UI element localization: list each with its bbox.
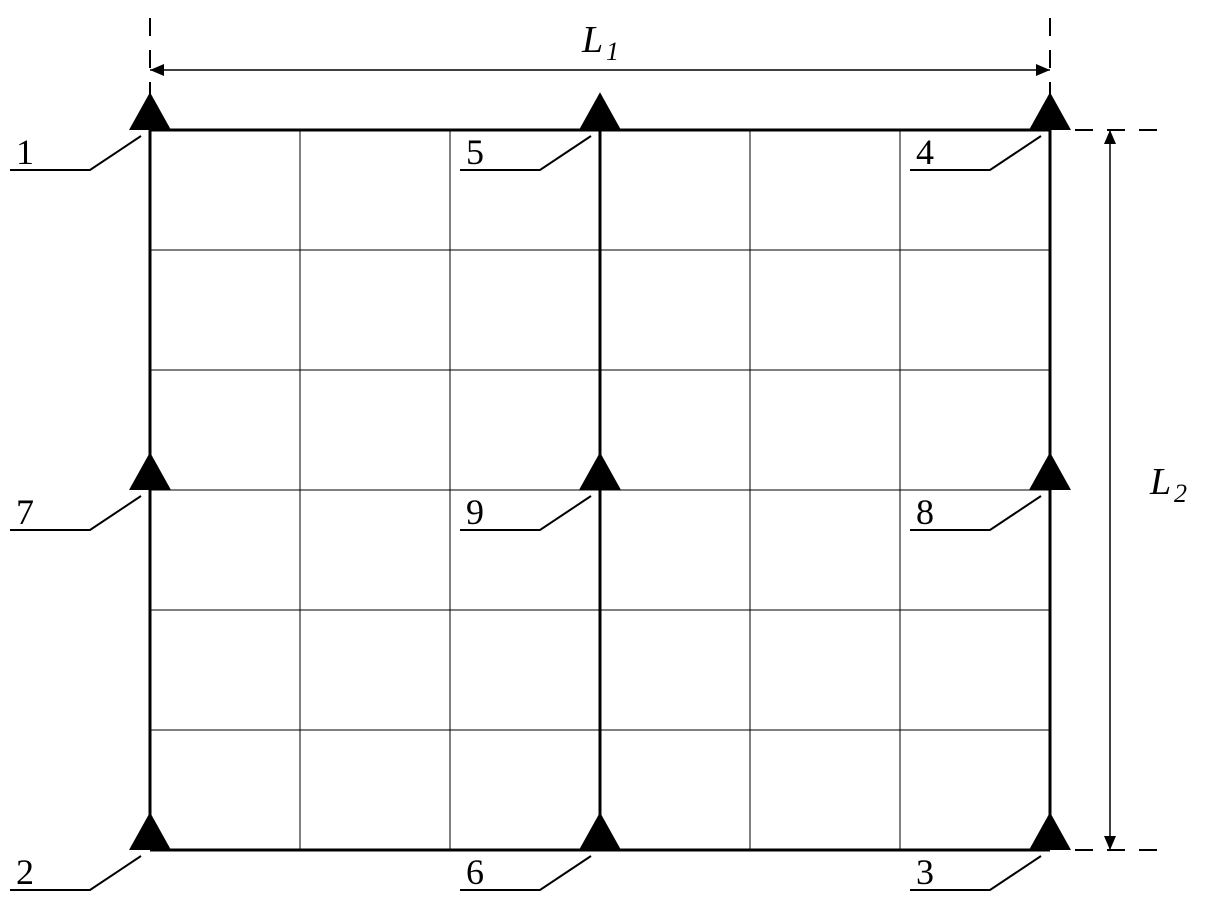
arrowhead (1104, 130, 1116, 144)
dim-label-l1-sub: 1 (606, 37, 619, 66)
node-label: 3 (916, 852, 934, 892)
node-label: 7 (16, 492, 34, 532)
node-label: 8 (916, 492, 934, 532)
grid-diagram: 123456789L1L2 (0, 0, 1231, 921)
node-label: 1 (16, 132, 34, 172)
node-label: 9 (466, 492, 484, 532)
node-marker (1029, 812, 1071, 850)
node-marker (129, 812, 171, 850)
dim-label-l2-sub: 2 (1174, 479, 1187, 508)
node-label: 2 (16, 852, 34, 892)
arrowhead (1104, 836, 1116, 850)
node-marker (129, 452, 171, 490)
dim-label-l2: L (1149, 461, 1171, 503)
node-marker (579, 452, 621, 490)
arrowhead (150, 64, 164, 76)
node-label: 4 (916, 132, 934, 172)
arrowhead (1036, 64, 1050, 76)
node-label: 6 (466, 852, 484, 892)
node-marker (1029, 452, 1071, 490)
diagram-container: 123456789L1L2 (0, 0, 1231, 921)
node-marker (579, 812, 621, 850)
node-marker (579, 92, 621, 130)
node-label: 5 (466, 132, 484, 172)
dim-label-l1: L (581, 19, 603, 61)
